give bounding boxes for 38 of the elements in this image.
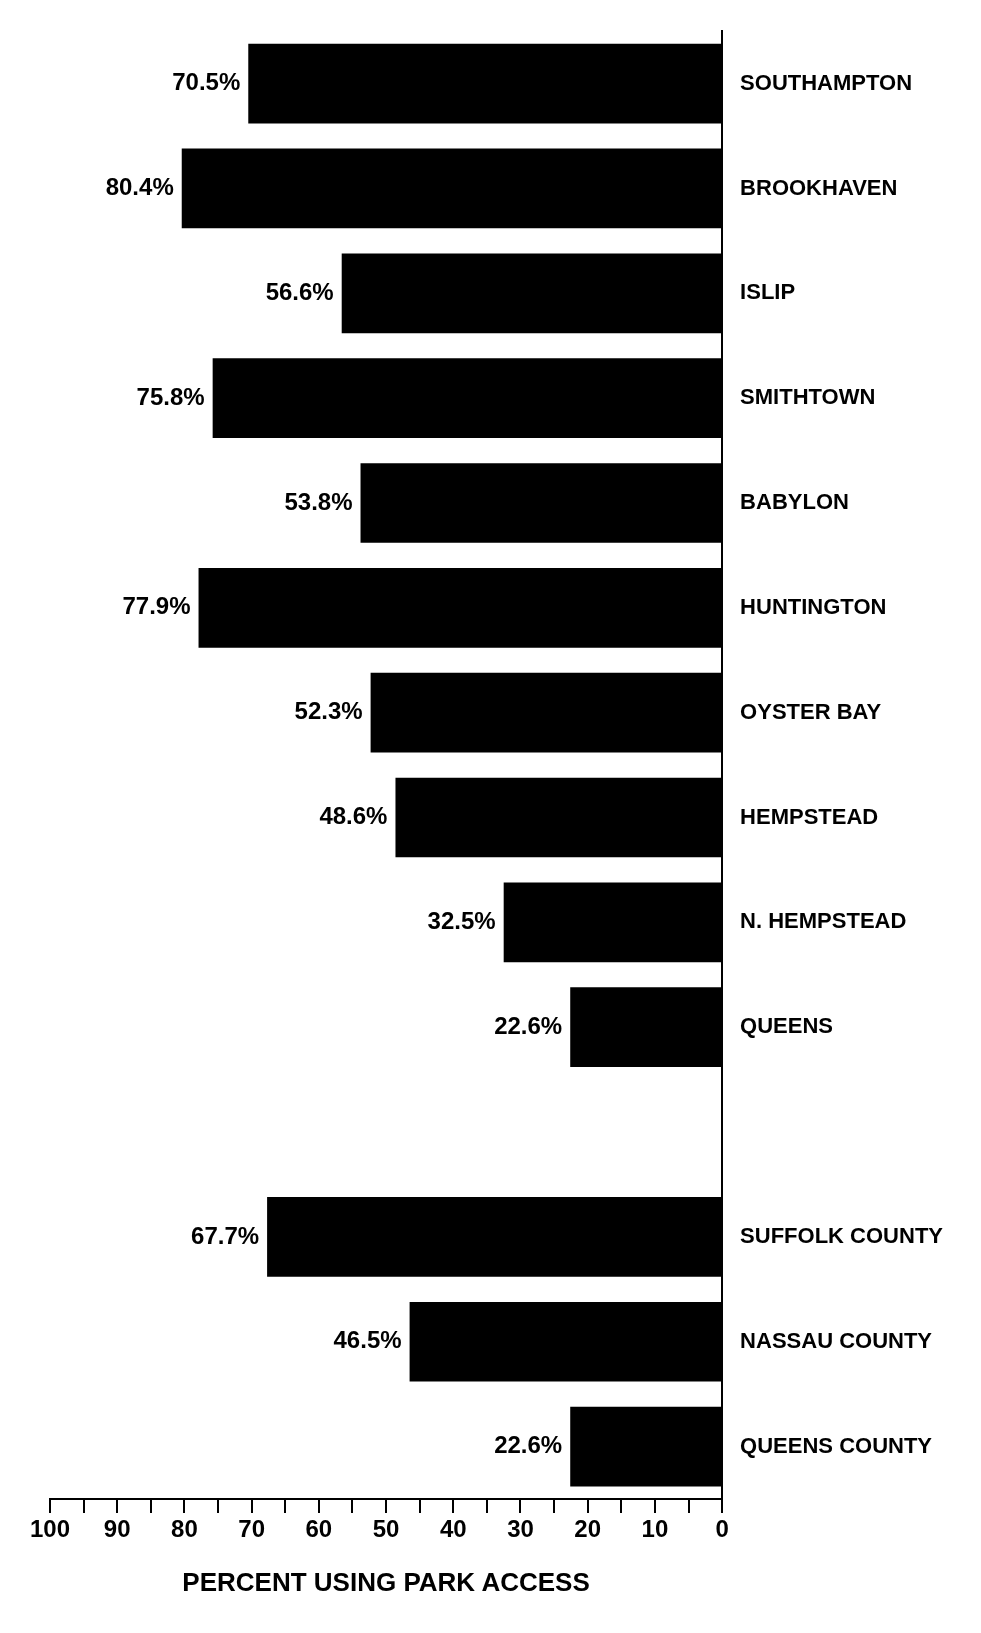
x-tick-label: 0 bbox=[715, 1515, 729, 1543]
y-tick-label: SUFFOLK COUNTY bbox=[740, 1222, 944, 1248]
y-tick-label: HEMPSTEAD bbox=[740, 803, 879, 829]
data-label: 46.5% bbox=[333, 1326, 402, 1354]
y-tick-label: HUNTINGTON bbox=[740, 593, 887, 619]
y-tick-label: OYSTER BAY bbox=[740, 698, 882, 724]
x-tick-label: 100 bbox=[29, 1515, 71, 1543]
y-tick-label: NASSAU COUNTY bbox=[740, 1327, 933, 1353]
x-axis-title: PERCENT USING PARK ACCESS bbox=[182, 1566, 590, 1597]
data-label: 56.6% bbox=[265, 277, 334, 305]
y-tick-label: N. HEMPSTEAD bbox=[740, 908, 907, 934]
data-label: 48.6% bbox=[319, 802, 388, 830]
y-tick-label: QUEENS bbox=[740, 1013, 834, 1039]
x-tick-label: 60 bbox=[305, 1515, 333, 1543]
data-label: 77.9% bbox=[122, 592, 191, 620]
data-label: 70.5% bbox=[172, 68, 241, 96]
y-tick-label: BABYLON bbox=[740, 489, 849, 515]
x-tick-label: 10 bbox=[641, 1515, 669, 1543]
x-tick-label: 80 bbox=[171, 1515, 198, 1543]
x-tick-label: 90 bbox=[103, 1515, 131, 1543]
data-label: 53.8% bbox=[284, 487, 353, 515]
data-label: 67.7% bbox=[191, 1221, 260, 1249]
y-tick-label: QUEENS COUNTY bbox=[740, 1432, 933, 1458]
x-tick-label: 70 bbox=[238, 1515, 265, 1543]
data-label: 75.8% bbox=[136, 382, 205, 410]
data-label: 80.4% bbox=[105, 173, 174, 201]
x-tick-label: 50 bbox=[372, 1515, 400, 1543]
y-tick-label: SOUTHAMPTON bbox=[740, 69, 913, 95]
x-tick-label: 30 bbox=[507, 1515, 534, 1543]
data-label: 52.3% bbox=[294, 697, 363, 725]
y-tick-label: BROOKHAVEN bbox=[740, 174, 898, 200]
data-label: 22.6% bbox=[494, 1011, 563, 1039]
x-tick-label: 20 bbox=[574, 1515, 602, 1543]
y-tick-label: SMITHTOWN bbox=[740, 384, 876, 410]
y-tick-label: ISLIP bbox=[740, 279, 796, 305]
data-label: 22.6% bbox=[494, 1431, 563, 1459]
data-label: 32.5% bbox=[427, 906, 496, 934]
x-tick-label: 40 bbox=[439, 1515, 467, 1543]
